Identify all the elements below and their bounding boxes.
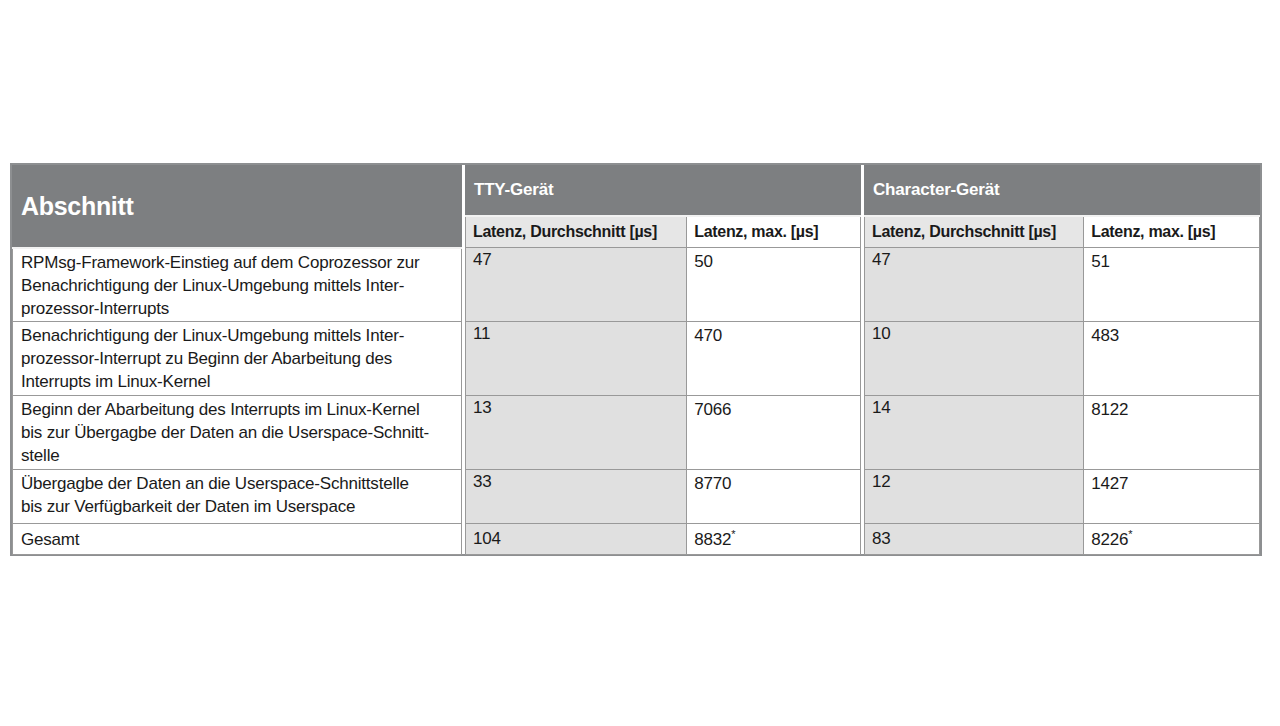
group-header-character: Character-Gerät [865, 166, 1260, 216]
value: 483 [1091, 326, 1119, 345]
cell-char-max-gesamt: 8226* [1084, 524, 1260, 555]
abschnitt-table: Abschnitt RPMsg-Framework-Einstieg auf d… [12, 165, 462, 555]
cell-tty-max-1: 50 [687, 248, 861, 322]
row-label-1: RPMsg-Framework-Einstieg auf dem Coproze… [13, 248, 462, 322]
cell-char-max-1: 51 [1084, 248, 1260, 322]
cell-char-avg-4: 12 [865, 470, 1084, 524]
subheader-character-max: Latenz, max. [µs] [1084, 216, 1260, 248]
cell-tty-avg-2: 11 [466, 322, 687, 396]
subheader-character-avg: Latenz, Durchschnitt [µs] [865, 216, 1084, 248]
row-label-3: Beginn der Abarbeitung des Interrupts im… [13, 396, 462, 470]
column-header-abschnitt: Abschnitt [13, 166, 462, 248]
value: 1427 [1091, 474, 1128, 493]
tty-column-group: TTY-Gerät Latenz, Durchschnitt [µs] Late… [465, 165, 861, 554]
subheader-tty-max: Latenz, max. [µs] [687, 216, 861, 248]
cell-tty-max-2: 470 [687, 322, 861, 396]
value: 8770 [694, 474, 731, 493]
cell-tty-avg-4: 33 [466, 470, 687, 524]
cell-tty-avg-3: 13 [466, 396, 687, 470]
latency-table: Abschnitt RPMsg-Framework-Einstieg auf d… [10, 163, 1262, 556]
cell-tty-avg-1: 47 [466, 248, 687, 322]
value: 50 [694, 252, 713, 271]
row-label-gesamt: Gesamt [13, 524, 462, 555]
character-table: Character-Gerät Latenz, Durchschnitt [µs… [864, 165, 1260, 555]
cell-char-avg-3: 14 [865, 396, 1084, 470]
value: 51 [1091, 252, 1110, 271]
cell-char-max-3: 8122 [1084, 396, 1260, 470]
value: 8832 [694, 530, 731, 549]
cell-tty-max-3: 7066 [687, 396, 861, 470]
footnote-marker: * [731, 528, 735, 540]
cell-char-avg-1: 47 [865, 248, 1084, 322]
abschnitt-column-group: Abschnitt RPMsg-Framework-Einstieg auf d… [12, 165, 462, 554]
cell-tty-max-gesamt: 8832* [687, 524, 861, 555]
character-column-group: Character-Gerät Latenz, Durchschnitt [µs… [864, 165, 1260, 554]
cell-char-avg-gesamt: 83 [865, 524, 1084, 555]
value: 8122 [1091, 400, 1128, 419]
footnote-marker: * [1128, 528, 1132, 540]
value: 470 [694, 326, 722, 345]
value: 7066 [694, 400, 731, 419]
row-label-4: Übergagbe der Daten an die Userspace-Sch… [13, 470, 462, 524]
row-label-2: Benachrichtigung der Linux-Umgebung mitt… [13, 322, 462, 396]
value: 8226 [1091, 530, 1128, 549]
tty-table: TTY-Gerät Latenz, Durchschnitt [µs] Late… [465, 165, 861, 555]
page: Abschnitt RPMsg-Framework-Einstieg auf d… [0, 0, 1280, 726]
cell-tty-avg-gesamt: 104 [466, 524, 687, 555]
cell-char-max-2: 483 [1084, 322, 1260, 396]
cell-char-max-4: 1427 [1084, 470, 1260, 524]
cell-tty-max-4: 8770 [687, 470, 861, 524]
group-header-tty: TTY-Gerät [466, 166, 861, 216]
cell-char-avg-2: 10 [865, 322, 1084, 396]
subheader-tty-avg: Latenz, Durchschnitt [µs] [466, 216, 687, 248]
